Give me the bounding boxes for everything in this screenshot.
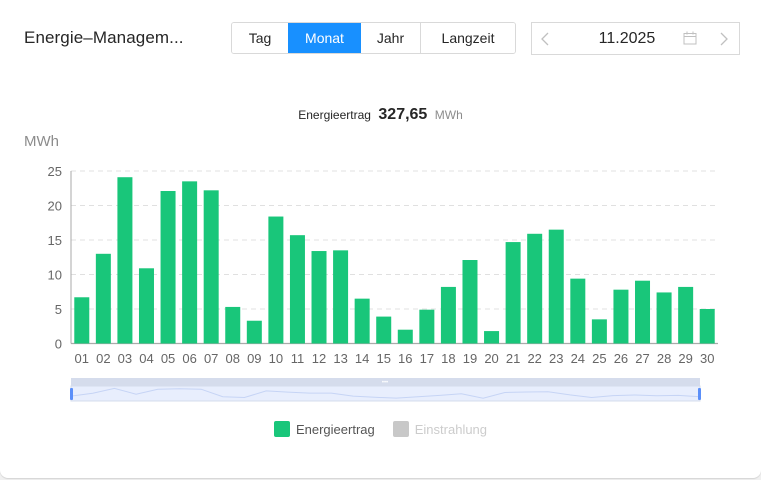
month-value[interactable]: 11.2025 — [598, 30, 656, 47]
x-tick-label: 15 — [376, 351, 390, 366]
bar-28[interactable] — [656, 292, 672, 344]
bar-12[interactable] — [311, 251, 327, 344]
bar-05[interactable] — [160, 191, 176, 344]
bar-17[interactable] — [419, 309, 435, 344]
x-tick-label: 21 — [506, 351, 520, 366]
bar-25[interactable] — [591, 319, 607, 344]
tab-monat[interactable]: Monat — [288, 23, 360, 53]
card-title: Energie–Managem... — [24, 28, 184, 47]
period-tabs: Tag Monat Jahr Langzeit — [231, 22, 516, 54]
bar-14[interactable] — [354, 298, 370, 344]
bar-19[interactable] — [462, 260, 478, 344]
x-tick-label: 12 — [312, 351, 326, 366]
zoom-slider-track[interactable] — [70, 385, 701, 402]
x-tick-label: 17 — [420, 351, 434, 366]
bar-04[interactable] — [138, 268, 154, 344]
bar-27[interactable] — [635, 280, 651, 344]
legend-label: Einstrahlung — [414, 421, 488, 437]
legend-item-einstrahlung[interactable]: Einstrahlung — [392, 421, 488, 437]
x-tick-label: 09 — [247, 351, 261, 366]
x-tick-label: 03 — [118, 351, 132, 366]
chart-legend: Energieertrag Einstrahlung — [0, 421, 761, 437]
y-tick-label: 20 — [48, 199, 62, 214]
x-tick-label: 08 — [226, 351, 240, 366]
bar-16[interactable] — [397, 329, 413, 344]
x-tick-label: 07 — [204, 351, 218, 366]
summary-value: 327,65 — [378, 106, 428, 123]
y-tick-label: 5 — [55, 302, 62, 317]
x-tick-label: 23 — [549, 351, 563, 366]
zoom-slider-top[interactable] — [71, 378, 700, 386]
x-tick-label: 18 — [441, 351, 455, 366]
zoom-handle-right[interactable] — [698, 388, 701, 400]
tab-tag[interactable]: Tag — [232, 23, 288, 53]
legend-label: Energieertrag — [295, 421, 375, 437]
y-tick-label: 15 — [48, 233, 62, 248]
zoom-preview-line — [70, 387, 701, 399]
tab-langzeit[interactable]: Langzeit — [420, 23, 515, 53]
bar-30[interactable] — [699, 309, 715, 344]
x-tick-label: 30 — [700, 351, 714, 366]
x-tick-label: 20 — [484, 351, 498, 366]
x-tick-label: 14 — [355, 351, 369, 366]
legend-swatch-icon — [273, 421, 290, 437]
bar-22[interactable] — [527, 233, 543, 344]
y-axis-label: MWh — [24, 133, 59, 150]
bar-11[interactable] — [289, 235, 305, 344]
bar-23[interactable] — [548, 229, 564, 344]
x-tick-label: 16 — [398, 351, 412, 366]
x-tick-label: 05 — [161, 351, 175, 366]
x-tick-label: 24 — [571, 351, 585, 366]
bar-09[interactable] — [246, 320, 262, 344]
month-picker[interactable]: 11.2025 — [531, 22, 740, 55]
bar-24[interactable] — [570, 278, 586, 344]
bar-18[interactable] — [440, 286, 456, 344]
bar-29[interactable] — [678, 286, 694, 344]
bar-26[interactable] — [613, 289, 629, 344]
chevron-right-icon[interactable] — [715, 30, 731, 48]
x-tick-label: 29 — [678, 351, 692, 366]
bar-01[interactable] — [74, 297, 90, 344]
x-tick-label: 11 — [291, 351, 305, 366]
x-tick-label: 10 — [269, 351, 283, 366]
y-tick-label: 25 — [48, 164, 62, 179]
bar-07[interactable] — [203, 190, 219, 344]
tab-jahr[interactable]: Jahr — [360, 23, 420, 53]
x-tick-label: 01 — [75, 351, 89, 366]
bar-21[interactable] — [505, 242, 521, 344]
legend-swatch-icon — [392, 421, 409, 437]
y-tick-label: 0 — [55, 337, 62, 352]
x-tick-label: 27 — [635, 351, 649, 366]
chevron-left-icon[interactable] — [538, 30, 554, 48]
bar-10[interactable] — [268, 216, 284, 344]
bar-20[interactable] — [484, 331, 500, 344]
x-tick-label: 13 — [333, 351, 347, 366]
x-tick-label: 25 — [592, 351, 606, 366]
x-tick-label: 26 — [614, 351, 628, 366]
bar-03[interactable] — [117, 177, 133, 344]
bar-08[interactable] — [225, 306, 241, 344]
bar-15[interactable] — [376, 316, 392, 344]
x-tick-label: 22 — [527, 351, 541, 366]
x-tick-label: 28 — [657, 351, 671, 366]
x-tick-label: 02 — [96, 351, 110, 366]
legend-item-energieertrag[interactable]: Energieertrag — [273, 421, 375, 437]
bar-02[interactable] — [95, 253, 111, 344]
summary-unit: MWh — [434, 108, 463, 122]
bar-06[interactable] — [182, 181, 198, 344]
calendar-icon[interactable] — [683, 31, 697, 45]
x-tick-label: 04 — [139, 351, 153, 366]
x-tick-label: 19 — [463, 351, 477, 366]
summary-label: Energieertrag — [298, 108, 371, 122]
x-tick-label: 06 — [182, 351, 196, 366]
y-tick-label: 10 — [48, 268, 62, 283]
zoom-handle-left[interactable] — [70, 388, 73, 400]
bar-13[interactable] — [333, 250, 349, 344]
zoom-grip-icon[interactable]: ••• — [382, 380, 388, 386]
total-summary: Energieertrag 327,65 MWh — [0, 106, 761, 124]
